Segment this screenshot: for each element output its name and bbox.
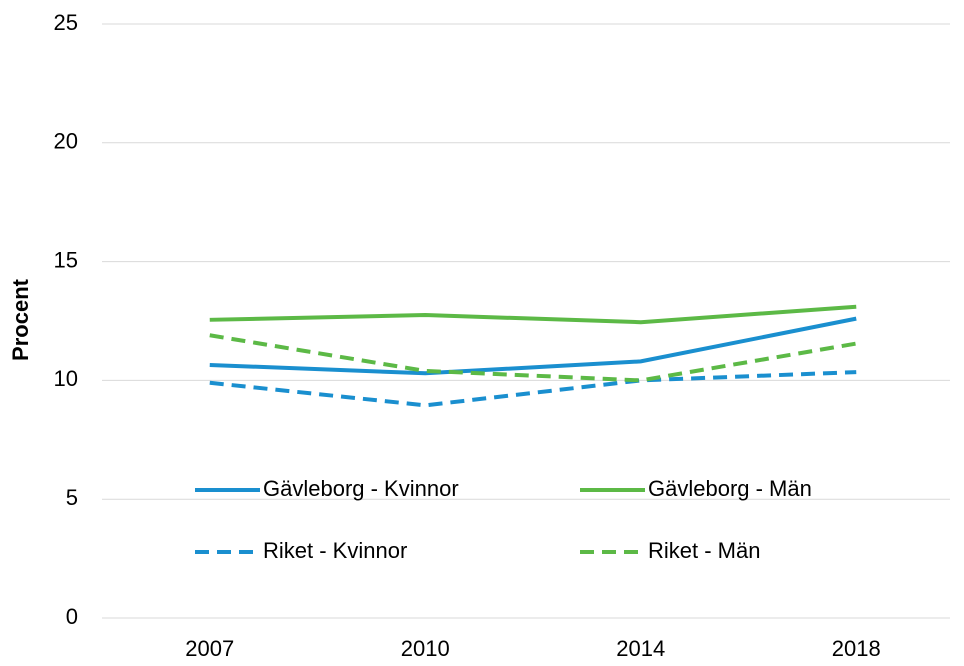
series-line [209, 304, 857, 325]
series-line [209, 333, 857, 383]
x-tick-label: 2007 [185, 636, 234, 661]
legend-label: Gävleborg - Kvinnor [263, 476, 459, 501]
series-line [209, 316, 857, 376]
series-line [209, 370, 857, 408]
legend-label: Gävleborg - Män [648, 476, 812, 501]
x-tick-label: 2010 [401, 636, 450, 661]
legend-label: Riket - Män [648, 538, 760, 563]
y-axis-label: Procent [8, 278, 33, 361]
x-tick-label: 2014 [616, 636, 665, 661]
y-tick-label: 25 [54, 10, 78, 35]
y-tick-label: 20 [54, 129, 78, 154]
legend-label: Riket - Kvinnor [263, 538, 407, 563]
y-tick-label: 15 [54, 247, 78, 272]
y-tick-label: 0 [66, 604, 78, 629]
x-tick-label: 2018 [832, 636, 881, 661]
y-tick-label: 5 [66, 485, 78, 510]
y-tick-label: 10 [54, 366, 78, 391]
